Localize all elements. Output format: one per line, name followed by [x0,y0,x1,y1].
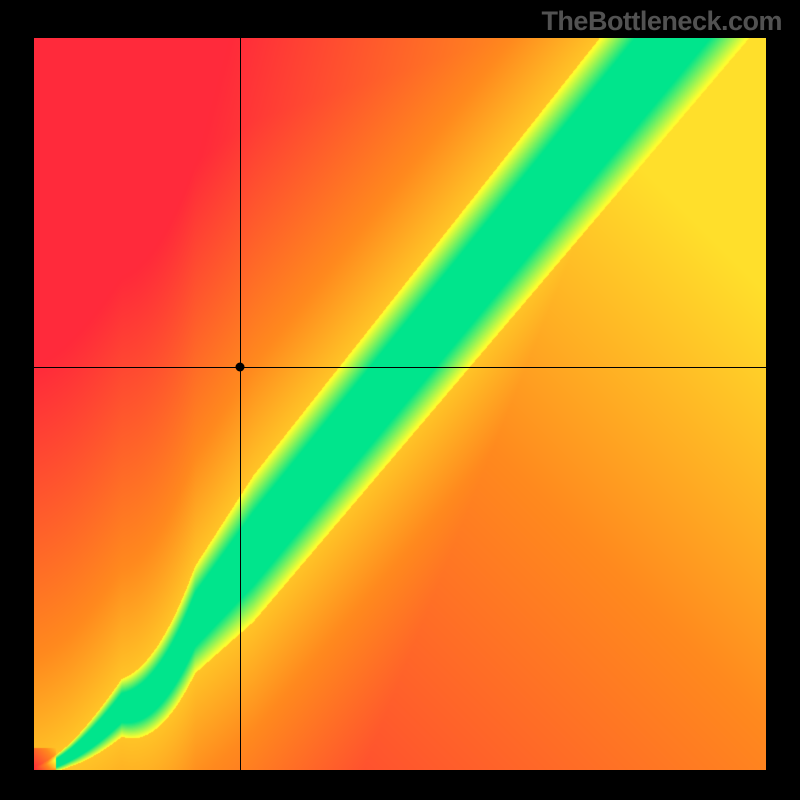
crosshair-horizontal [34,367,766,368]
crosshair-marker-dot [235,363,244,372]
crosshair-vertical [240,38,241,770]
heatmap-plot [34,38,766,770]
heatmap-canvas [34,38,766,770]
watermark-text: TheBottleneck.com [541,6,782,37]
